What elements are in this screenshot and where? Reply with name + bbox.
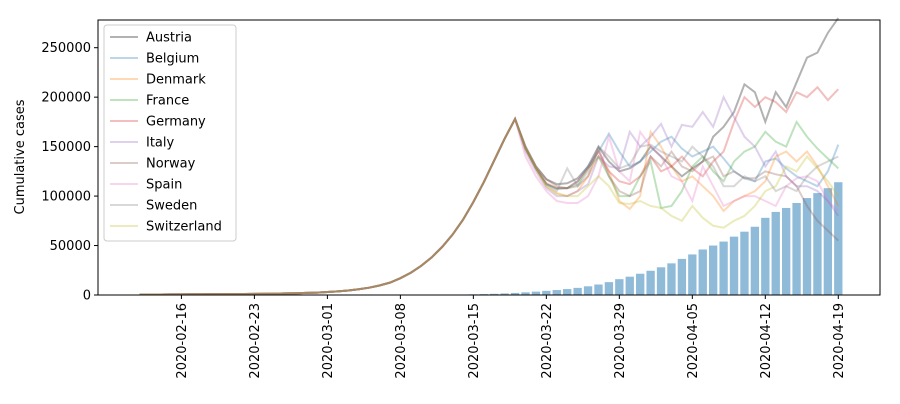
- bar: [772, 212, 780, 295]
- bar: [751, 227, 759, 295]
- y-tick-label: 100000: [41, 190, 91, 205]
- bar: [813, 193, 821, 295]
- bar: [699, 249, 707, 295]
- legend-label: Denmark: [146, 73, 206, 88]
- y-tick-label: 200000: [41, 91, 91, 106]
- x-tick-label: 2020-03-08: [394, 303, 409, 379]
- x-tick-label: 2020-04-12: [759, 303, 774, 379]
- bar: [688, 254, 696, 295]
- x-tick-label: 2020-03-15: [467, 303, 482, 379]
- bar: [615, 279, 623, 295]
- bar: [719, 242, 727, 295]
- x-tick-label: 2020-03-29: [613, 303, 628, 379]
- bar: [636, 274, 644, 295]
- bar: [584, 286, 592, 295]
- bar: [730, 237, 738, 295]
- legend: Austria Belgium Denmark France Germany Italy N…: [104, 25, 236, 241]
- bar: [573, 288, 581, 295]
- x-tick-label: 2020-03-01: [321, 303, 336, 379]
- x-tick-label: 2020-02-23: [248, 303, 263, 379]
- bar: [594, 285, 602, 295]
- legend-label: Italy: [146, 136, 175, 151]
- bar: [605, 282, 613, 295]
- x-tick-label: 2020-03-22: [540, 303, 555, 379]
- legend-label: Belgium: [146, 52, 199, 67]
- legend-label: Austria: [146, 31, 192, 46]
- bar: [803, 198, 811, 295]
- bar: [563, 289, 571, 295]
- x-tick-label: 2020-02-16: [175, 303, 190, 379]
- legend-label: Sweden: [146, 199, 197, 214]
- y-tick-label: 150000: [41, 140, 91, 155]
- bar: [553, 290, 561, 295]
- bar: [646, 271, 654, 295]
- bar: [782, 208, 790, 295]
- bar: [626, 277, 634, 295]
- x-tick-label: 2020-04-05: [686, 303, 701, 379]
- y-tick-label: 0: [83, 289, 91, 304]
- bar: [532, 292, 540, 295]
- bar: [667, 263, 675, 295]
- bar: [709, 246, 717, 295]
- x-tick-label: 2020-04-19: [832, 303, 847, 379]
- bar: [761, 218, 769, 295]
- y-tick-label: 50000: [50, 239, 91, 254]
- bar: [740, 232, 748, 295]
- legend-label: Spain: [146, 178, 182, 193]
- bar: [657, 267, 665, 295]
- bar: [542, 291, 550, 295]
- y-tick-label: 250000: [41, 41, 91, 56]
- legend-label: Germany: [146, 115, 206, 130]
- bar: [678, 259, 686, 295]
- y-axis-label: Cumulative cases: [13, 99, 28, 214]
- legend-label: Switzerland: [146, 220, 222, 235]
- bar: [792, 203, 800, 295]
- legend-label: Norway: [146, 157, 196, 172]
- legend-label: France: [146, 94, 189, 109]
